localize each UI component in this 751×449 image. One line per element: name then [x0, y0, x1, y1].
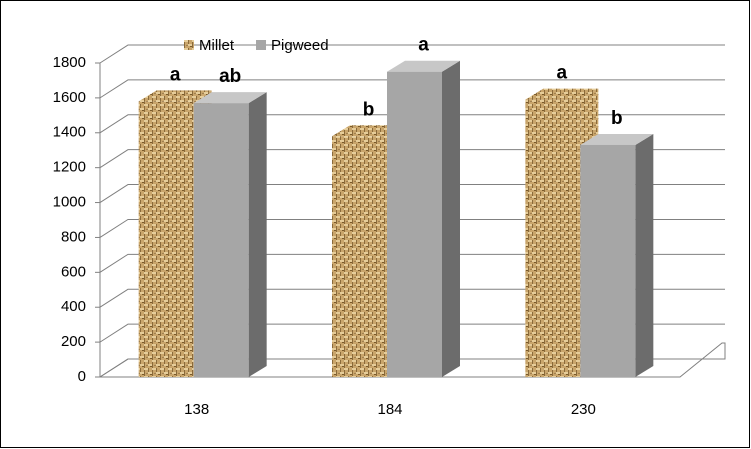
bar-top: [580, 133, 654, 145]
legend-label: Pigweed: [271, 37, 329, 54]
x-tick-label: 230: [571, 401, 596, 418]
bar-side: [635, 133, 654, 377]
legend-swatch: [184, 40, 194, 50]
y-tick-label: 1800: [53, 54, 86, 71]
bar-top: [138, 90, 212, 102]
grid-line: [99, 79, 725, 99]
y-tick-label: 0: [78, 368, 86, 385]
bar-side: [442, 60, 460, 377]
y-tick-label: 1400: [53, 124, 86, 141]
legend-swatch: [256, 40, 267, 50]
y-tick-label: 200: [61, 333, 86, 350]
bar: [138, 101, 194, 377]
x-tick-label: 184: [377, 401, 402, 418]
significance-letter: a: [557, 63, 568, 84]
grid-line: [99, 44, 725, 64]
y-tick-label: 1600: [53, 89, 86, 106]
y-tick-label: 1000: [53, 194, 86, 211]
bar-side: [248, 92, 267, 377]
y-tick-label: 800: [61, 228, 86, 245]
significance-letter: a: [418, 35, 429, 56]
y-tick-label: 400: [61, 298, 86, 315]
bar-top: [525, 88, 599, 100]
bar: [580, 144, 636, 377]
significance-letter: ab: [219, 66, 241, 87]
bar: [332, 136, 387, 377]
bar: [525, 99, 581, 377]
bar-top: [332, 125, 405, 137]
significance-letter: b: [611, 108, 623, 129]
bar-top: [387, 60, 460, 72]
significance-letter: b: [363, 99, 375, 120]
bar: [387, 71, 442, 377]
y-tick-label: 600: [61, 263, 86, 280]
legend-label: Millet: [199, 37, 235, 54]
bar-top: [193, 92, 267, 104]
significance-letter: a: [170, 64, 181, 85]
bar: [193, 103, 249, 377]
y-tick-label: 1200: [53, 159, 86, 176]
x-tick-label: 138: [184, 401, 209, 418]
